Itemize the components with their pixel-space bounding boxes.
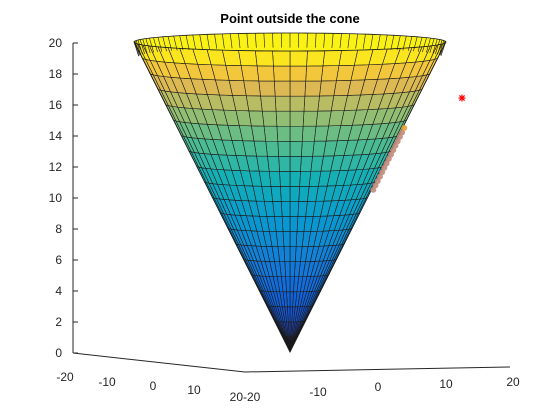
surface-patch [244, 81, 261, 96]
surface-patch [299, 186, 309, 201]
surface-patch [339, 50, 358, 65]
surface-patch [305, 81, 321, 96]
y-tick-label: 10 [439, 377, 453, 391]
surface-patch [297, 216, 306, 231]
surface-patch [298, 201, 308, 216]
surface-patch [320, 81, 337, 96]
surface-patch [275, 96, 290, 111]
x-tick-label: -20 [56, 370, 74, 384]
z-tick-label: 4 [55, 284, 62, 298]
y-axis-line [245, 367, 510, 372]
z-tick-label: 2 [55, 315, 62, 329]
surface-patch [255, 51, 273, 66]
surface-patch [259, 81, 275, 96]
surface-patch [321, 66, 339, 81]
surface-patch [280, 171, 290, 186]
surface-patch [290, 186, 300, 201]
surface-patch [314, 126, 328, 141]
z-axis-ticks: 0 2 4 6 8 10 12 14 16 18 20 [49, 36, 78, 360]
surface-patch [300, 171, 311, 186]
surface-patch [290, 262, 295, 277]
z-tick-label: 20 [49, 36, 63, 50]
surface-patch [277, 126, 290, 141]
z-tick-label: 18 [49, 67, 63, 81]
surface-patch [336, 65, 354, 80]
z-tick-label: 14 [49, 129, 63, 143]
x-axis-line [73, 353, 245, 372]
y-tick-label: 0 [375, 380, 382, 394]
surface-patch [273, 66, 290, 81]
surface-patch [260, 96, 276, 111]
surface-patch [274, 81, 290, 96]
surface-patch [290, 126, 303, 141]
z-tick-label: 0 [55, 346, 62, 360]
z-tick-label: 12 [49, 160, 63, 174]
surface-patch [257, 66, 274, 81]
surface-patch [241, 66, 259, 81]
surface-patch [290, 292, 293, 307]
nearest-point [401, 125, 407, 131]
y-tick-label: 20 [506, 375, 520, 389]
x-axis-ticks: -20 -10 0 10 20-20 [56, 370, 260, 404]
surface-patch [302, 126, 316, 141]
surface-patch [290, 141, 302, 156]
surface-patch [318, 96, 334, 111]
surface-patch [300, 156, 312, 171]
z-tick-label: 16 [49, 98, 63, 112]
surface-patch [266, 141, 279, 156]
surface-patch [262, 111, 277, 126]
x-tick-label: 10 [187, 383, 201, 397]
y-tick-label: -10 [309, 385, 327, 399]
surface-patch [290, 201, 299, 216]
surface-patch [290, 217, 298, 232]
surface-patch [279, 156, 290, 171]
z-tick-label: 10 [49, 191, 63, 205]
surface-patch [306, 66, 323, 81]
y-axis-ticks: -10 0 10 20 [309, 375, 520, 399]
outside-point [459, 95, 466, 102]
surface-patch [282, 217, 290, 232]
surface-patch [290, 247, 296, 262]
surface-patch [290, 51, 307, 66]
surface-patch [276, 111, 290, 126]
z-tick-label: 8 [55, 222, 62, 236]
x-tick-label: -10 [98, 375, 116, 389]
surface-patch [323, 50, 342, 65]
surface-patch [307, 51, 325, 66]
surface-patch [313, 141, 327, 156]
surface-patch [273, 51, 290, 66]
surface-patch [238, 50, 257, 65]
surface-patch [278, 141, 290, 156]
surface-patch [290, 171, 300, 186]
surface-patch [290, 81, 306, 96]
surface-patch [267, 156, 279, 171]
surface-patch [303, 111, 318, 126]
surface-patch [281, 201, 290, 216]
surface-patch [290, 111, 304, 126]
surface-patch [280, 186, 290, 201]
z-tick-label: 6 [55, 253, 62, 267]
surface-patch [304, 96, 320, 111]
surface-patch [290, 277, 294, 292]
surface-patch [290, 156, 301, 171]
surface-patch [290, 66, 307, 81]
surface-patch [264, 126, 278, 141]
surface-patch [290, 232, 297, 247]
cone-surface [134, 42, 446, 352]
corner-tick-label: 20-20 [230, 390, 261, 404]
surface-patch [316, 111, 331, 126]
chart-title: Point outside the cone [220, 11, 359, 26]
surface-patch [290, 96, 305, 111]
surface-patch [301, 141, 314, 156]
x-tick-label: 0 [150, 379, 157, 393]
